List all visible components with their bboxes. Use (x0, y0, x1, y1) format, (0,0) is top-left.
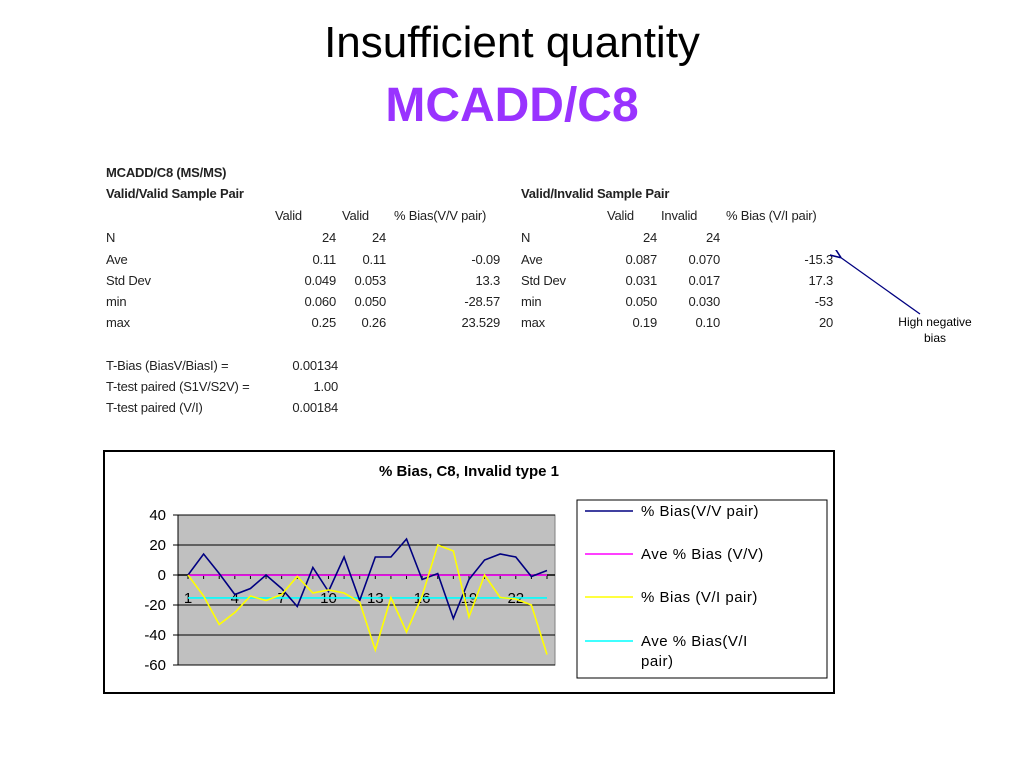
ttest-value: 1.00 (313, 379, 338, 394)
y-tick-label: 0 (158, 567, 166, 584)
ttest-value: 0.00134 (292, 358, 338, 373)
vv-section-title: Valid/Valid Sample Pair (106, 186, 244, 201)
y-tick-label: 40 (149, 507, 166, 524)
vv-row-label: Std Dev (106, 273, 151, 288)
ttest-label: T-test paired (S1V/S2V) = (106, 379, 250, 394)
vi-cell: 0.031 (625, 273, 657, 288)
vi-cell: 24 (642, 230, 657, 245)
vi-col-header: Valid (607, 208, 634, 223)
plot-area (177, 514, 556, 666)
y-tick-label: -40 (144, 627, 166, 644)
stats-table-image: MCADD/C8 (MS/MS) Valid/Valid Sample Pair… (100, 155, 833, 415)
vv-cell: -0.09 (471, 252, 500, 267)
vi-cell: 20 (818, 315, 833, 330)
vi-cell: -53 (814, 294, 833, 309)
vi-col-header: Invalid (661, 208, 698, 223)
legend-label: % Bias (V/I pair) (641, 589, 758, 606)
vi-cell: 0.087 (625, 252, 657, 267)
vi-cell: 0.017 (688, 273, 720, 288)
series-line (187, 543, 548, 655)
vv-row-label: N (106, 230, 116, 245)
vv-row-label: Ave (106, 252, 128, 267)
chart-title: % Bias, C8, Invalid type 1 (379, 463, 559, 480)
vv-cell: 0.050 (354, 294, 386, 309)
annotation-text: High negative bias (880, 314, 990, 346)
ttest-label: T-test paired (V/I) (106, 400, 203, 415)
vi-cell-ave-bias: -15.3 (804, 252, 833, 267)
legend-label: % Bias(V/V pair) (641, 503, 759, 520)
vv-cell: 0.25 (311, 315, 336, 330)
vv-col-header: % Bias(V/V pair) (394, 208, 487, 223)
legend-box (576, 499, 828, 679)
vi-cell: 0.030 (688, 294, 720, 309)
vi-row-label: min (521, 294, 542, 309)
vv-row-label: max (106, 315, 130, 330)
vv-cell: 0.26 (361, 315, 386, 330)
vv-col-header: Valid (275, 208, 302, 223)
vi-cell: 0.070 (688, 252, 720, 267)
vv-cell: -28.57 (464, 294, 500, 309)
vv-cell: 24 (371, 230, 386, 245)
ttest-label: T-Bias (BiasV/BiasI) = (106, 358, 229, 373)
chart-container: % Bias, C8, Invalid type 1 40 20 0 -20 -40 -60… (103, 450, 835, 694)
y-tick-label: -20 (144, 597, 166, 614)
annotation-line: High negative (898, 315, 972, 329)
vv-cell: 13.3 (475, 273, 500, 288)
slide-title: Insufficient quantity (324, 18, 700, 67)
vv-cell: 23.529 (461, 315, 500, 330)
vv-cell: 0.053 (354, 273, 386, 288)
y-tick-label: 20 (149, 537, 166, 554)
bias-line-chart: % Bias, C8, Invalid type 1 40 20 0 -20 -40 -60… (144, 463, 828, 679)
annotation-arrow (830, 250, 921, 315)
vi-cell: 0.10 (695, 315, 720, 330)
y-tick-label: -60 (144, 657, 166, 674)
vi-cell: 17.3 (808, 273, 833, 288)
vv-cell: 0.11 (312, 252, 336, 267)
vi-section-title: Valid/Invalid Sample Pair (521, 186, 670, 201)
vi-cell: 0.050 (625, 294, 657, 309)
vi-row-label: Std Dev (521, 273, 566, 288)
vi-col-header: % Bias (V/I pair) (726, 208, 817, 223)
vi-cell: 0.19 (632, 315, 657, 330)
ttest-value: 0.00184 (292, 400, 338, 415)
vv-cell: 0.049 (304, 273, 336, 288)
legend-label: Ave % Bias (V/V) (641, 546, 764, 563)
vv-cell: 0.11 (362, 252, 386, 267)
vv-row-label: min (106, 294, 127, 309)
legend-label: Ave % Bias(V/I (641, 633, 748, 650)
vv-cell: 24 (321, 230, 336, 245)
series-line (187, 537, 548, 621)
vi-row-label: max (521, 315, 545, 330)
vi-cell: 24 (705, 230, 720, 245)
vi-row-label: Ave (521, 252, 543, 267)
annotation-line: bias (923, 331, 946, 345)
vv-col-header: Valid (342, 208, 369, 223)
vv-cell: 0.060 (304, 294, 336, 309)
slide-subtitle: MCADD/C8 (385, 79, 639, 132)
stats-header: MCADD/C8 (MS/MS) (106, 165, 227, 180)
vi-row-label: N (521, 230, 531, 245)
legend-label: pair) (641, 653, 674, 670)
